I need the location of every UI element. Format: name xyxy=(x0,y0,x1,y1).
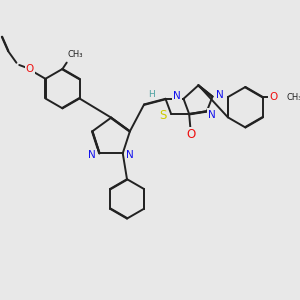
Text: H: H xyxy=(148,90,155,99)
Text: O: O xyxy=(186,128,195,141)
Text: N: N xyxy=(216,90,224,100)
Text: CH₃: CH₃ xyxy=(68,50,83,59)
Text: O: O xyxy=(26,64,34,74)
Text: N: N xyxy=(173,91,181,101)
Text: N: N xyxy=(126,150,134,160)
Text: S: S xyxy=(160,109,167,122)
Text: CH₃: CH₃ xyxy=(286,93,300,102)
Text: N: N xyxy=(88,150,96,160)
Text: O: O xyxy=(270,92,278,102)
Text: N: N xyxy=(208,110,216,119)
